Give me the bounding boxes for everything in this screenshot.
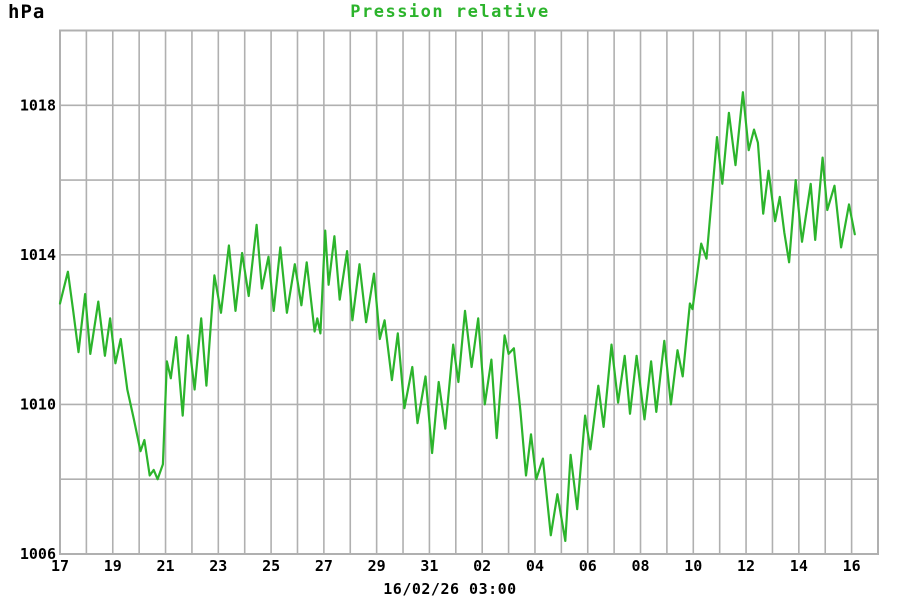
- x-tick-label: 29: [368, 557, 386, 575]
- plot-border: [59, 29, 879, 555]
- x-tick-label: 19: [104, 557, 122, 575]
- x-tick-label: 31: [420, 557, 438, 575]
- y-axis-unit-label: hPa: [8, 1, 46, 23]
- x-tick-label: 25: [262, 557, 280, 575]
- x-tick-label: 02: [473, 557, 491, 575]
- y-tick-label: 1010: [20, 395, 56, 413]
- current-datetime-label: 16/02/26 03:00: [383, 580, 517, 598]
- chart-title: Pression relative: [350, 2, 550, 22]
- x-tick-label: 21: [157, 557, 175, 575]
- x-tick-label: 10: [684, 557, 702, 575]
- pressure-line: [58, 91, 856, 543]
- y-tick-label: 1014: [20, 246, 56, 264]
- x-tick-label: 04: [526, 557, 544, 575]
- y-tick-label: 1006: [20, 545, 56, 563]
- x-tick-label: 08: [631, 557, 649, 575]
- x-tick-label: 23: [209, 557, 227, 575]
- x-tick-label: 16: [843, 557, 861, 575]
- x-tick-label: 17: [51, 557, 69, 575]
- x-tick-label: 14: [790, 557, 808, 575]
- x-tick-label: 06: [579, 557, 597, 575]
- x-tick-label: 12: [737, 557, 755, 575]
- y-tick-label: 1018: [20, 96, 56, 114]
- x-tick-label: 27: [315, 557, 333, 575]
